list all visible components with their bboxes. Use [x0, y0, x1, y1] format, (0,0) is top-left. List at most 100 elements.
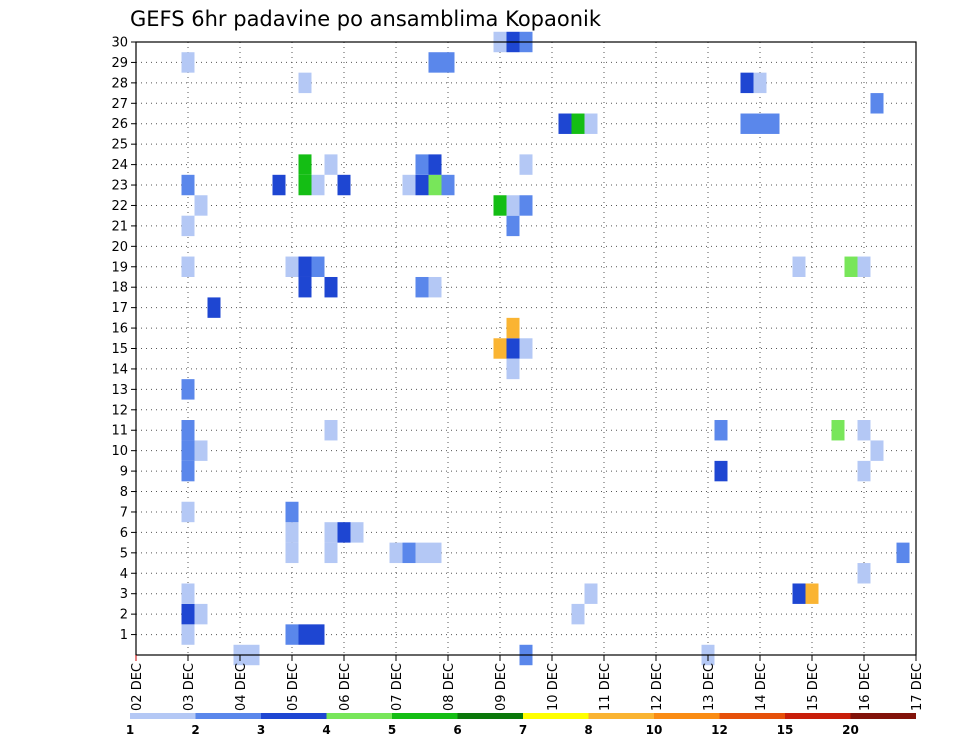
data-cell: [714, 460, 728, 482]
data-cell: [428, 276, 442, 298]
x-tick-label: 14 DEC: [754, 663, 769, 711]
data-cell: [181, 460, 195, 482]
data-cell: [805, 583, 819, 604]
data-cell: [181, 52, 195, 73]
x-tick-label: 04 DEC: [234, 663, 249, 711]
data-cell: [324, 276, 338, 298]
x-tick-label: 07 DEC: [390, 663, 405, 711]
y-tick-label: 10: [111, 444, 128, 459]
y-tick-label: 12: [111, 403, 128, 418]
data-cell: [506, 358, 520, 380]
legend-swatch: [195, 713, 261, 719]
y-tick-label: 16: [111, 322, 128, 337]
data-cell: [389, 542, 403, 564]
data-cell: [181, 256, 195, 277]
x-tick-label: 02 DEC: [130, 663, 145, 711]
data-cell: [311, 174, 325, 196]
data-cell: [714, 420, 728, 441]
data-cell: [558, 113, 572, 134]
data-cell: [194, 603, 208, 625]
data-cell: [415, 154, 429, 175]
legend-label: 12: [711, 723, 728, 737]
y-tick-label: 22: [111, 199, 128, 214]
data-cell: [428, 174, 442, 196]
legend-label: 1: [126, 723, 134, 737]
y-tick-label: 1: [120, 628, 128, 643]
data-cell: [792, 583, 806, 604]
y-tick-label: 15: [111, 342, 128, 357]
y-axis: 1234567891011121314151617181920212223242…: [111, 36, 136, 643]
legend-swatch: [850, 713, 916, 719]
data-cell: [181, 603, 195, 625]
data-cell: [298, 624, 312, 645]
data-cell: [194, 195, 208, 216]
data-cell: [519, 154, 533, 175]
data-cell: [181, 420, 195, 441]
x-tick-label: 10 DEC: [546, 663, 561, 711]
y-tick-label: 24: [111, 158, 128, 173]
data-cell: [298, 276, 312, 298]
data-cell: [857, 563, 871, 584]
data-cell: [337, 522, 351, 543]
data-cell: [298, 174, 312, 196]
data-cell: [415, 542, 429, 564]
data-cell: [194, 440, 208, 461]
data-cell: [493, 195, 507, 216]
y-tick-label: 29: [111, 56, 128, 71]
data-cell: [571, 113, 585, 134]
data-cell: [324, 522, 338, 543]
data-cells: [181, 31, 910, 666]
data-cell: [493, 338, 507, 359]
data-cell: [181, 215, 195, 237]
data-cell: [181, 440, 195, 461]
data-cell: [870, 440, 884, 461]
data-cell: [506, 215, 520, 237]
data-cell: [337, 174, 351, 196]
data-cell: [298, 72, 312, 94]
data-cell: [285, 542, 299, 564]
data-cell: [857, 420, 871, 441]
x-tick-label: 11 DEC: [598, 663, 613, 711]
y-tick-label: 27: [111, 97, 128, 112]
data-cell: [181, 583, 195, 604]
data-cell: [740, 72, 754, 94]
data-cell: [792, 256, 806, 277]
legend-label: 5: [388, 723, 396, 737]
y-tick-label: 30: [111, 36, 128, 51]
data-cell: [285, 522, 299, 543]
y-tick-label: 6: [120, 526, 128, 541]
data-cell: [831, 420, 845, 441]
x-axis: 02 DEC 03 DEC 04 DEC 05 DEC 06 DEC 07 DEC 08 D…: [130, 655, 925, 711]
y-tick-label: 14: [111, 362, 128, 377]
data-cell: [519, 338, 533, 359]
data-cell: [415, 174, 429, 196]
data-cell: [285, 256, 299, 277]
data-cell: [753, 72, 767, 94]
data-cell: [506, 195, 520, 216]
x-tick-label: 13 DEC: [702, 663, 717, 711]
data-cell: [311, 256, 325, 277]
data-cell: [272, 174, 286, 196]
legend-swatch: [719, 713, 785, 719]
data-cell: [753, 113, 767, 134]
legend-swatch: [588, 713, 654, 719]
data-cell: [740, 113, 754, 134]
data-cell: [298, 154, 312, 175]
y-tick-label: 26: [111, 117, 128, 132]
data-cell: [181, 501, 195, 523]
x-tick-label: 08 DEC: [442, 663, 457, 711]
legend-label: 3: [257, 723, 265, 737]
legend-label: 10: [646, 723, 663, 737]
data-cell: [207, 297, 221, 318]
y-tick-label: 19: [111, 260, 128, 275]
y-tick-label: 5: [120, 546, 128, 561]
y-tick-label: 8: [120, 485, 128, 500]
data-cell: [428, 542, 442, 564]
chart-title: GEFS 6hr padavine po ansamblima Kopaonik: [130, 7, 602, 31]
y-tick-label: 25: [111, 138, 128, 153]
data-cell: [285, 624, 299, 645]
y-tick-label: 4: [120, 567, 128, 582]
y-tick-label: 28: [111, 76, 128, 91]
legend-label: 15: [777, 723, 794, 737]
